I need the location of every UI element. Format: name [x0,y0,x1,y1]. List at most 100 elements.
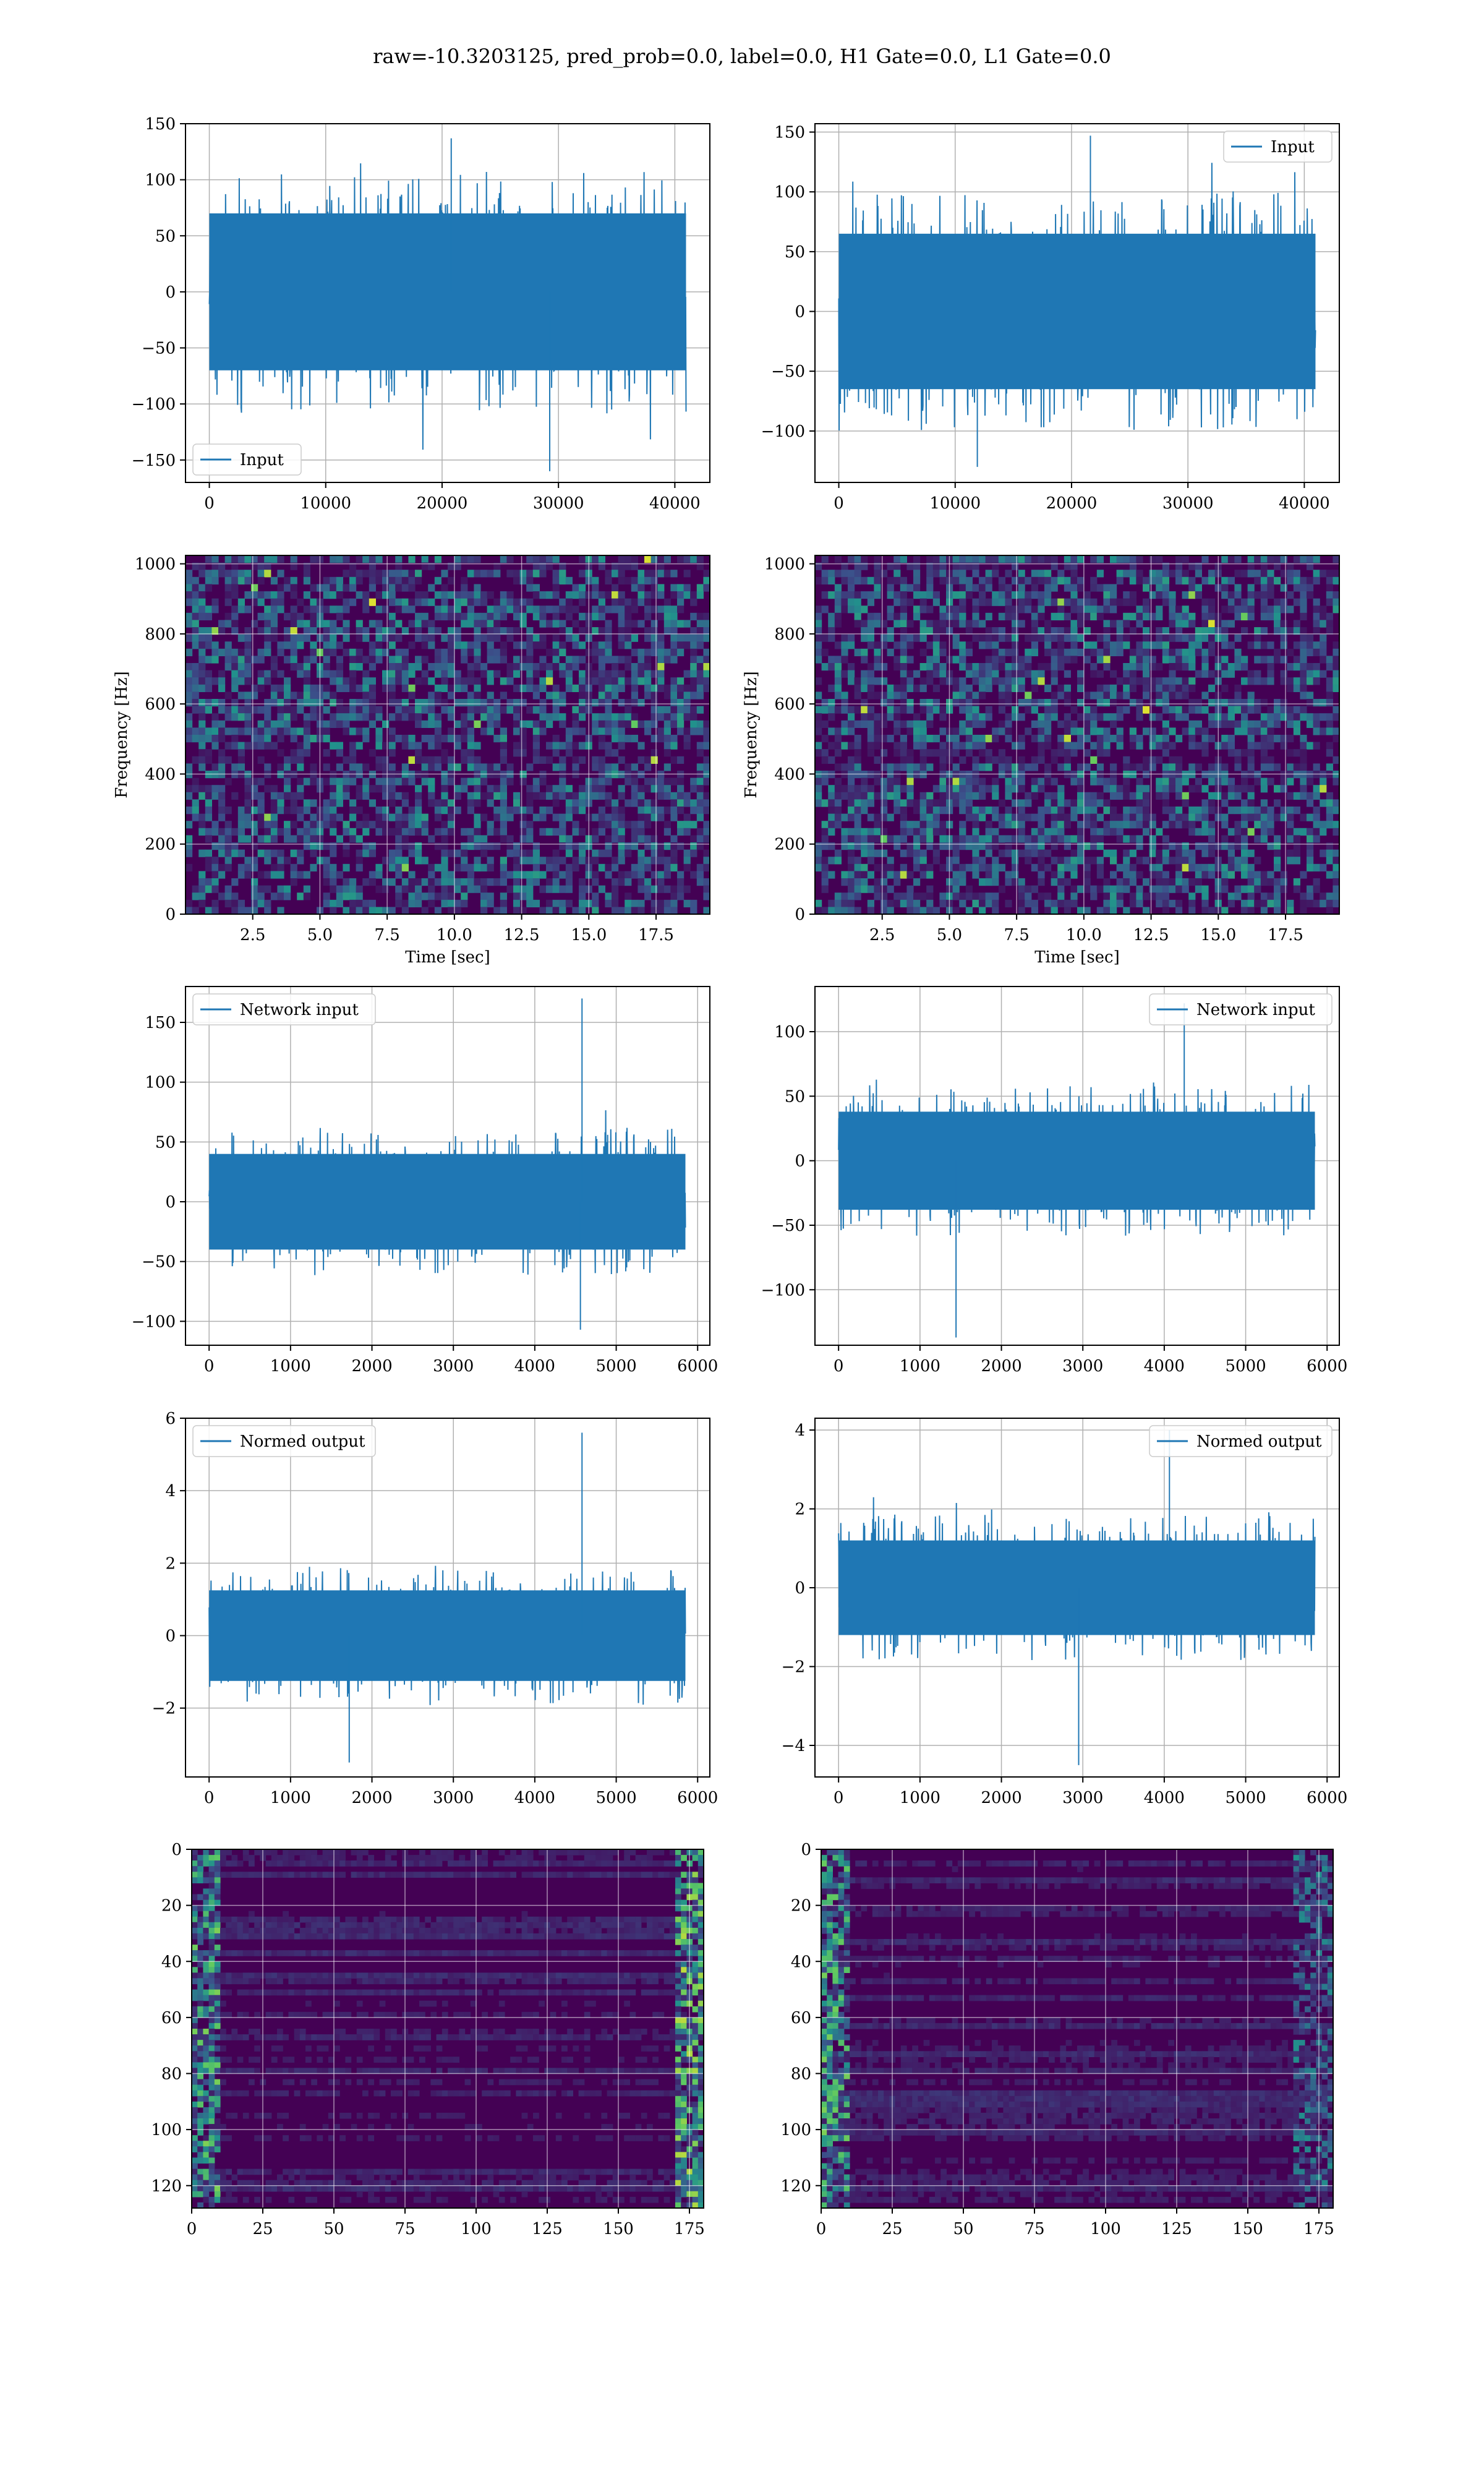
x-tick-label: 4000 [514,1789,555,1807]
x-tick-label: 0 [834,1357,844,1376]
legend: Network input [192,993,376,1025]
x-tick-label: 4000 [1144,1357,1185,1376]
y-tick-label: −100 [132,395,176,414]
chart-spectrogram-l1: 2.5 5.0 7.5 10.0 12.5 15.0 17.5 0 200 400 600 800 10… [742,555,1340,967]
x-tick-label: 0 [187,2220,197,2238]
x-tick-label: 40000 [649,494,701,513]
x-tick-label: 7.5 [374,926,399,944]
heatmap-cells [821,1849,1334,2209]
chart-spectrogram-h1: 2.5 5.0 7.5 10.0 12.5 15.0 17.5 0 200 400 600 800 10… [113,555,710,967]
legend: Input [192,443,302,476]
x-tick-label: 150 [603,2220,634,2238]
x-tick-label: 2000 [351,1357,392,1376]
y-tick-label: −100 [761,422,805,441]
signal-band [209,1154,686,1250]
legend-label: Normed output [240,1432,365,1451]
x-tick-label: 1000 [900,1789,940,1807]
x-tick-label: 20000 [1046,494,1098,513]
x-tick-label: 4000 [1144,1789,1185,1807]
x-tick-label: 3000 [433,1357,474,1376]
y-tick-label: −150 [132,452,176,470]
axes-frame [814,986,1340,1346]
axes-frame [185,986,710,1346]
y-tick-label: 60 [791,2009,811,2027]
y-tick-label: 4 [795,1421,805,1440]
x-tick-label: 10000 [929,494,981,513]
legend-box [192,993,376,1025]
y-tick-label: 150 [145,1014,176,1032]
x-tick-label: 50 [953,2220,973,2238]
y-tick-label: 1000 [135,555,176,574]
x-tick-label: 100 [461,2220,492,2238]
legend: Network input [1149,993,1333,1025]
legend-label: Input [1271,138,1315,156]
x-tick-label: 3000 [1062,1357,1103,1376]
legend: Normed output [192,1425,376,1457]
x-tick-label: 17.5 [638,926,674,944]
y-tick-label: −100 [761,1281,805,1299]
x-tick-label: 75 [394,2220,415,2238]
x-tick-label: 3000 [433,1789,474,1807]
y-tick-label: 0 [795,905,805,924]
y-tick-label: −50 [142,1253,176,1272]
y-tick-label: 20 [791,1897,811,1915]
y-tick-label: 0 [171,1841,182,1859]
y-tick-label: 50 [155,227,176,246]
y-tick-label: 50 [155,1133,176,1152]
legend-label: Network input [1196,1001,1315,1019]
y-tick-label: 600 [774,695,805,714]
y-tick-label: 50 [785,1087,805,1106]
y-tick-label: −50 [771,362,805,381]
x-tick-label: 10.0 [437,926,472,944]
x-tick-label: 5.0 [937,926,962,944]
legend: Input [1223,131,1333,163]
y-tick-label: 60 [161,2009,182,2027]
y-tick-label: −2 [152,1700,176,1718]
axes-frame [821,1849,1334,2209]
x-tick-label: 5000 [595,1789,636,1807]
x-tick-label: 12.5 [1133,926,1169,944]
y-axis-label: Frequency [Hz] [742,671,761,798]
signal-band [209,1590,686,1681]
y-tick-label: 0 [801,1841,811,1859]
y-tick-label: 1000 [764,555,805,574]
y-tick-label: 40 [161,1953,182,1971]
x-tick-label: 10.0 [1066,926,1102,944]
chart-feature-map-h1: 0 25 50 75 100 125 150 175 0 20 40 60 80 100 120 [151,1841,704,2238]
signal-band [209,213,686,370]
x-tick-label: 50 [323,2220,344,2238]
x-tick-label: 0 [834,1789,844,1807]
x-tick-label: 1000 [270,1789,311,1807]
x-tick-label: 10000 [300,494,351,513]
x-tick-label: 4000 [514,1357,555,1376]
y-tick-label: 200 [774,836,805,854]
x-tick-label: 15.0 [571,926,607,944]
signal-band [838,233,1316,390]
y-tick-label: 6 [165,1410,176,1428]
x-tick-label: 5000 [595,1357,636,1376]
y-tick-label: 120 [780,2177,811,2196]
x-tick-label: 2000 [981,1357,1021,1376]
x-tick-label: 40000 [1279,494,1330,513]
y-tick-label: 100 [780,2121,811,2139]
axes-frame [814,123,1340,483]
y-tick-label: 120 [151,2177,182,2196]
y-tick-label: 4 [165,1482,176,1500]
chart-normed-output-l1: 0 1000 2000 3000 4000 5000 6000 −4 −2 0 2 4 Normed o… [782,1418,1347,1807]
x-tick-label: 5.0 [307,926,333,944]
figure-suptitle: raw=-10.3203125, pred_prob=0.0, label=0.… [373,45,1111,68]
y-axis-label: Frequency [Hz] [113,671,131,798]
x-tick-label: 0 [834,494,844,513]
y-tick-label: 800 [774,625,805,644]
y-tick-label: 200 [145,836,176,854]
y-tick-label: 800 [145,625,176,644]
x-tick-label: 0 [204,1789,215,1807]
x-axis-label: Time [sec] [405,948,490,967]
chart-feature-map-l1: 0 25 50 75 100 125 150 175 0 20 40 60 80 100 120 [780,1841,1334,2238]
chart-network-input-h1: 0 1000 2000 3000 4000 5000 6000 −100 −50 0 50 100 15… [132,986,718,1376]
x-tick-label: 5000 [1225,1357,1266,1376]
y-tick-label: 0 [795,1579,805,1598]
y-tick-label: 0 [165,905,176,924]
